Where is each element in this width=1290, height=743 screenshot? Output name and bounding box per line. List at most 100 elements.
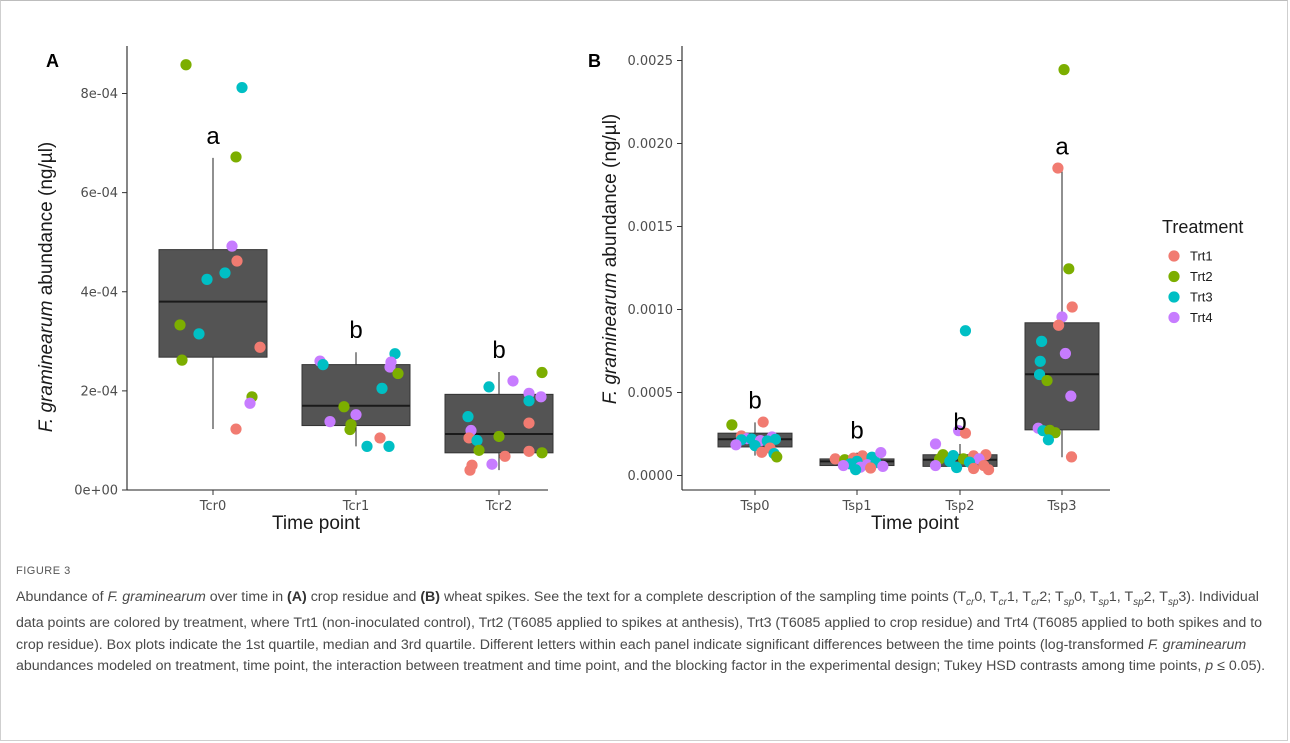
data-point-trt4 (929, 459, 942, 472)
data-point-trt2 (230, 151, 242, 163)
box-iqr (158, 249, 268, 358)
data-point-trt1 (523, 417, 535, 429)
data-point-trt3 (483, 381, 495, 393)
data-point-trt3 (959, 325, 972, 337)
caption-segment: ≤ 0.05). (1213, 658, 1266, 675)
data-point-trt4 (507, 375, 519, 387)
figure-caption: FIGURE 3 Abundance of F. graminearum ove… (16, 565, 1266, 678)
box-iqr (444, 393, 554, 454)
x-tick-label: Tsp1 (841, 499, 871, 514)
caption-text: Abundance of F. graminearum over time in… (16, 587, 1266, 678)
data-point-trt3 (462, 411, 474, 423)
data-point-trt3 (201, 273, 213, 285)
data-point-trt1 (829, 453, 841, 465)
x-tick-label: Tcr2 (485, 499, 513, 514)
caption-segment: sp (1167, 596, 1179, 608)
caption-segment: sp (1098, 596, 1109, 608)
data-point-trt2 (536, 366, 548, 379)
y-tick-label: 0.0020 (628, 137, 674, 152)
significance-letter: b (492, 337, 505, 364)
data-point-trt4 (1059, 347, 1071, 360)
box-Tcr2 (444, 372, 554, 471)
data-point-trt2 (180, 59, 192, 71)
data-point-trt1 (1052, 162, 1064, 174)
legend: Treatment Trt1 Trt2 Trt3 Trt4 (1162, 217, 1243, 325)
legend-items: Trt1 Trt2 Trt3 Trt4 (1168, 249, 1213, 325)
caption-segment: sp (1063, 596, 1075, 608)
data-point-trt3 (219, 267, 231, 279)
caption-segment: p (1205, 658, 1214, 675)
caption-segment: 1, T (1108, 589, 1134, 605)
significance-letter: b (349, 317, 362, 344)
x-tick-label: Tcr0 (199, 499, 227, 514)
legend-swatch-trt4 (1168, 311, 1180, 324)
data-point-trt4 (875, 446, 887, 459)
y-tick-label: 4e-04 (80, 285, 118, 300)
legend-label-trt2: Trt2 (1190, 269, 1213, 284)
data-point-trt4 (730, 439, 742, 451)
significance-letter: a (206, 123, 220, 150)
data-point-trt1 (959, 427, 972, 439)
data-point-trt2 (1063, 263, 1075, 275)
caption-segment: cr (966, 596, 975, 608)
y-tick-label: 0e+00 (74, 484, 118, 499)
figure-label: FIGURE 3 (16, 565, 71, 577)
data-point-trt3 (1034, 355, 1046, 367)
caption-segment: cr (1031, 596, 1040, 608)
legend-label-trt4: Trt4 (1190, 310, 1213, 325)
data-point-trt4 (244, 397, 256, 409)
data-point-trt2 (338, 401, 350, 413)
box-Tcr0 (158, 157, 268, 430)
data-point-trt3 (389, 348, 401, 360)
legend-swatch-trt1 (1168, 250, 1180, 262)
plot-area-a: 0e+00 2e-04 4e-04 6e-04 8e-04 Tcr0 Tcr1 Tcr2 a b b (74, 46, 554, 514)
data-point-trt1 (756, 446, 768, 458)
data-point-trt4 (384, 361, 396, 373)
data-point-trt4 (535, 391, 547, 403)
y-tick-label: 0.0015 (628, 220, 674, 235)
data-point-trt4 (350, 409, 362, 421)
y-tick-label: 0.0005 (628, 386, 674, 401)
data-point-trt2 (174, 319, 186, 331)
panel-label-b: B (588, 51, 601, 71)
caption-segment: 0, T (1074, 589, 1099, 605)
data-point-trt3 (1033, 368, 1046, 381)
caption-segment: 0, T (974, 589, 999, 605)
data-point-trt3 (1036, 335, 1048, 347)
caption-segment: wheat spikes. See the text for a complet… (440, 589, 967, 605)
data-point-trt2 (344, 423, 356, 436)
data-point-trt2 (176, 354, 188, 366)
significance-letter: b (850, 418, 863, 445)
x-tick-label: Tsp0 (739, 499, 769, 514)
data-point-trt2 (726, 419, 738, 431)
caption-segment: crop residue and (306, 589, 421, 605)
y-axis-label-a: F. graminearum abundance (ng/µl) (36, 142, 57, 432)
y-axis-label-b-italic: F. graminearum (600, 273, 621, 405)
data-point-trt2 (392, 367, 404, 380)
panel-a: A F. graminearum abundance (ng/µl) Time … (36, 46, 554, 534)
data-point-trt1 (982, 464, 995, 476)
caption-segment: Abundance of (16, 589, 108, 605)
data-point-trt4 (877, 460, 889, 472)
legend-title: Treatment (1162, 217, 1243, 237)
data-point-trt1 (254, 341, 266, 353)
x-tick-label: Tsp2 (944, 499, 974, 514)
data-point-trt3 (1042, 434, 1054, 446)
caption-segment: over time in (205, 589, 288, 605)
data-point-trt2 (1041, 374, 1053, 387)
data-point-trt3 (850, 464, 862, 476)
data-point-trt3 (236, 81, 248, 94)
data-point-trt1 (374, 432, 386, 444)
data-point-trt1 (499, 450, 511, 462)
data-point-trt3 (193, 328, 205, 340)
data-point-trt3 (951, 461, 963, 474)
caption-segment: abundances modeled on treatment, time po… (16, 658, 1206, 675)
data-point-trt4 (486, 458, 498, 470)
x-tick-label: Tsp3 (1046, 499, 1076, 514)
caption-segment: 2, T (1143, 589, 1168, 605)
caption-segment: F. graminearum (107, 589, 206, 605)
caption-segment: 1, T (1006, 589, 1032, 605)
data-point-trt4 (929, 438, 942, 450)
data-point-trt2 (1058, 64, 1070, 76)
